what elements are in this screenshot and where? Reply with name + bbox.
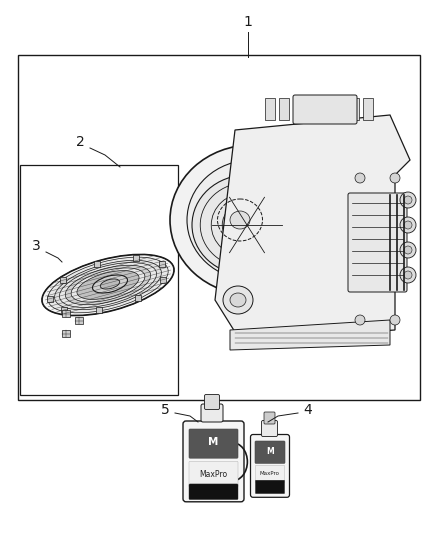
Circle shape [404, 246, 412, 254]
Ellipse shape [60, 263, 156, 308]
Ellipse shape [230, 293, 246, 307]
Text: M: M [266, 447, 274, 456]
Bar [265, 98, 275, 120]
Ellipse shape [42, 254, 174, 316]
FancyBboxPatch shape [255, 441, 285, 463]
Circle shape [404, 196, 412, 204]
Text: 5: 5 [161, 403, 170, 417]
FancyBboxPatch shape [183, 421, 244, 502]
FancyBboxPatch shape [75, 317, 83, 324]
Ellipse shape [92, 275, 127, 293]
Ellipse shape [71, 268, 145, 302]
Ellipse shape [55, 260, 161, 310]
FancyBboxPatch shape [189, 429, 238, 458]
Text: MaxPro: MaxPro [199, 470, 227, 479]
FancyBboxPatch shape [348, 193, 407, 292]
Text: MaxPro: MaxPro [260, 472, 280, 477]
Text: 3: 3 [32, 239, 40, 253]
Bar [95, 308, 102, 313]
Bar [20, 165, 178, 395]
FancyBboxPatch shape [264, 412, 275, 424]
Circle shape [355, 315, 365, 325]
FancyBboxPatch shape [205, 394, 219, 409]
Ellipse shape [100, 279, 120, 289]
Bar [335, 98, 345, 120]
Bar [363, 98, 373, 120]
Ellipse shape [65, 265, 151, 305]
Bar [279, 98, 289, 120]
Ellipse shape [230, 211, 250, 229]
Bar [307, 98, 317, 120]
FancyBboxPatch shape [251, 434, 290, 497]
Bar [159, 261, 166, 268]
Ellipse shape [187, 160, 317, 280]
FancyBboxPatch shape [255, 480, 285, 494]
Bar [135, 295, 141, 301]
FancyBboxPatch shape [62, 310, 70, 317]
Text: 2: 2 [76, 135, 85, 149]
Circle shape [400, 242, 416, 258]
Bar [60, 277, 66, 284]
Circle shape [355, 173, 365, 183]
Circle shape [400, 267, 416, 283]
Text: 4: 4 [304, 403, 312, 417]
Ellipse shape [77, 271, 139, 300]
FancyBboxPatch shape [189, 484, 238, 499]
Bar [47, 296, 53, 302]
Bar [18, 55, 420, 400]
Bar [321, 98, 331, 120]
Circle shape [404, 271, 412, 279]
Bar [134, 255, 139, 261]
Circle shape [390, 173, 400, 183]
Circle shape [390, 315, 400, 325]
Bar [293, 98, 303, 120]
Text: M: M [208, 437, 218, 447]
Circle shape [400, 192, 416, 208]
Circle shape [400, 217, 416, 233]
FancyBboxPatch shape [293, 95, 357, 124]
Bar [160, 277, 166, 283]
Bar [61, 308, 67, 313]
Ellipse shape [223, 286, 253, 314]
Ellipse shape [170, 145, 334, 295]
Ellipse shape [192, 175, 302, 275]
FancyBboxPatch shape [255, 465, 285, 482]
FancyBboxPatch shape [261, 421, 278, 437]
Text: 1: 1 [244, 15, 252, 29]
Bar [94, 261, 100, 268]
FancyBboxPatch shape [189, 461, 238, 487]
Circle shape [404, 221, 412, 229]
FancyBboxPatch shape [201, 404, 223, 422]
Polygon shape [230, 320, 390, 350]
Bar [349, 98, 359, 120]
Polygon shape [215, 115, 410, 340]
Ellipse shape [48, 257, 168, 313]
FancyBboxPatch shape [62, 330, 70, 337]
